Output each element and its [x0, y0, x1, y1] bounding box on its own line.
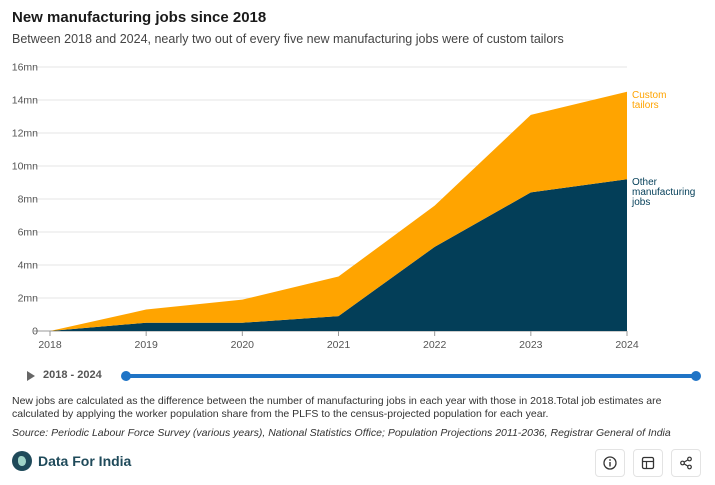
timeline-start-handle[interactable]	[121, 371, 131, 381]
timeline-range-label: 2018 - 2024	[43, 369, 102, 381]
table-icon	[641, 456, 655, 470]
y-tick-label: 8mn	[18, 194, 39, 206]
x-tick-label: 2021	[327, 339, 351, 351]
x-tick-label: 2020	[231, 339, 255, 351]
info-icon	[603, 456, 617, 470]
brand-link[interactable]: Data For India	[12, 451, 131, 471]
share-icon	[680, 456, 692, 470]
share-button[interactable]	[671, 449, 701, 477]
y-tick-label: 4mn	[18, 260, 39, 272]
x-tick-label: 2023	[519, 339, 543, 351]
play-icon[interactable]	[24, 369, 38, 383]
footer: Data For India	[0, 445, 715, 485]
y-tick-label: 16mn	[12, 62, 38, 74]
methodology-note: New jobs are calculated as the differenc…	[12, 395, 662, 420]
timeline-end-handle[interactable]	[691, 371, 701, 381]
x-tick-label: 2022	[423, 339, 447, 351]
series-label-1: Custom tailors	[632, 90, 666, 111]
table-button[interactable]	[633, 449, 663, 477]
timeline-slider-track[interactable]	[126, 374, 696, 378]
chart-subtitle: Between 2018 and 2024, nearly two out of…	[12, 32, 564, 46]
y-tick-label: 2mn	[18, 293, 39, 305]
stacked-area-chart: 0 2mn 4mn 6mn 8mn 10mn 12mn 14mn 16mn 2018 2019 202…	[12, 62, 696, 352]
source-note: Source: Periodic Labour Force Survey (va…	[12, 427, 671, 439]
info-button[interactable]	[595, 449, 625, 477]
brand-name: Data For India	[38, 453, 132, 469]
y-tick-label: 0	[32, 326, 38, 338]
brand-logo-icon	[12, 451, 32, 471]
chart-title: New manufacturing jobs since 2018	[12, 9, 267, 26]
y-tick-label: 6mn	[18, 227, 39, 239]
y-tick-label: 14mn	[12, 95, 38, 107]
y-tick-label: 12mn	[12, 128, 38, 140]
x-tick-label: 2024	[615, 339, 639, 351]
series-label-0: Other manufacturing jobs	[631, 177, 695, 208]
y-tick-label: 10mn	[12, 161, 38, 173]
timeline-control: 2018 - 2024	[12, 364, 702, 388]
x-tick-label: 2018	[38, 339, 62, 351]
x-tick-label: 2019	[134, 339, 158, 351]
series-area-1	[50, 91, 627, 331]
series-area-0	[50, 179, 627, 331]
